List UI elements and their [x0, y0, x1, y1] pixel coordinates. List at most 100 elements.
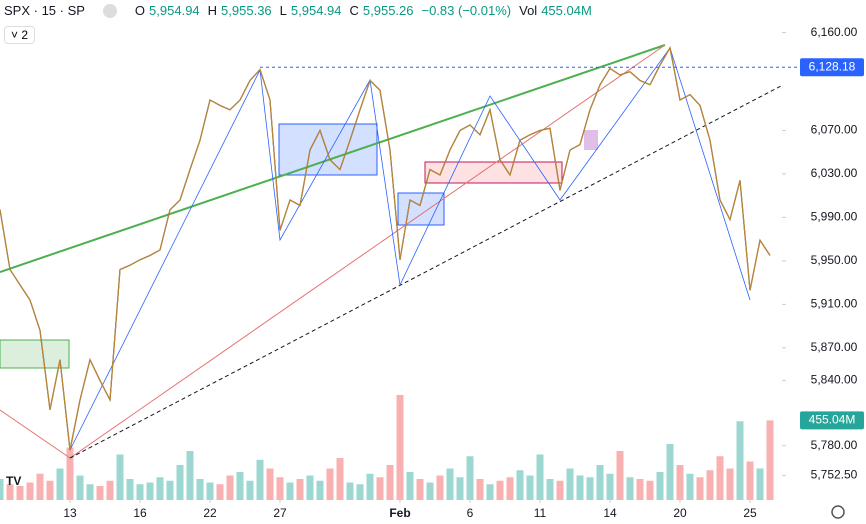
- volume-bar: [16, 486, 24, 500]
- volume-bar: [436, 475, 444, 500]
- change: −0.83 (−0.01%): [421, 3, 512, 18]
- volume-bar: [486, 484, 494, 500]
- volume-bar: [586, 477, 594, 500]
- volume-bar: [576, 475, 584, 500]
- x-tick-label: 22: [203, 506, 217, 520]
- volume-bar: [656, 472, 664, 500]
- vol-value: 455.04M: [541, 3, 592, 18]
- box: [424, 161, 563, 184]
- y-tick-label: 5,780.00: [811, 438, 858, 452]
- settings-icon[interactable]: [831, 505, 845, 519]
- volume-bar: [326, 468, 334, 500]
- volume-bar: [696, 477, 704, 500]
- price-layer: [0, 46, 771, 451]
- volume-bar: [626, 477, 634, 500]
- volume-bar: [496, 480, 504, 500]
- volume-bar: [596, 465, 604, 500]
- volume-bar: [566, 468, 574, 500]
- volume-bar: [276, 477, 284, 500]
- volume-bar: [46, 480, 54, 500]
- y-tick-label: 5,870.00: [811, 340, 858, 354]
- volume-bar: [136, 484, 144, 500]
- toggle[interactable]: [102, 3, 117, 18]
- volume-bar: [356, 484, 364, 500]
- volume-bar: [6, 484, 14, 500]
- volume-bar: [156, 477, 164, 500]
- ohlc-value: 5,955.26: [362, 3, 414, 18]
- volume-bar: [506, 477, 514, 500]
- ohlc-value: 5,954.94: [290, 3, 342, 18]
- volume-bar: [616, 451, 624, 500]
- x-tick-label: 13: [63, 506, 77, 520]
- volume-bar: [286, 482, 294, 500]
- legend-header: SPX · 15 · SP O 5,954.94 H 5,955.36 L 5,954…: [4, 3, 596, 18]
- y-tick-label: 6,160.00: [811, 25, 858, 39]
- volume-bar: [296, 479, 304, 500]
- volume-bar: [666, 444, 674, 500]
- volume-bar: [456, 477, 464, 500]
- volume-bar: [66, 447, 74, 500]
- volume-bar: [636, 479, 644, 500]
- ohlc-key: C: [349, 3, 359, 18]
- vol-key: Vol: [519, 3, 538, 18]
- volume-label: 455.04M: [809, 413, 856, 427]
- volume-bar: [396, 395, 404, 500]
- volume-bar: [26, 482, 34, 500]
- zigzag: [0, 46, 771, 451]
- y-tick-label: 5,950.00: [811, 253, 858, 267]
- box: [0, 339, 70, 369]
- indicator-toggle[interactable]: ˅ 2: [4, 26, 36, 44]
- volume-bar: [376, 477, 384, 500]
- volume-bar: [466, 456, 474, 500]
- ohlc-key: O: [134, 3, 146, 18]
- box: [278, 123, 378, 176]
- y-tick-label: 5,990.00: [811, 210, 858, 224]
- volume-bar: [646, 480, 654, 500]
- volume-bar: [76, 475, 84, 500]
- right-axis: [782, 0, 866, 524]
- indicator-count: 2: [21, 28, 29, 42]
- drawings: [0, 44, 801, 459]
- y-tick-label: 5,910.00: [811, 297, 858, 311]
- volume-bar: [766, 420, 774, 500]
- volume-bar: [336, 458, 344, 500]
- ohlc-value: 5,955.36: [221, 3, 272, 18]
- y-tick-label: 6,070.00: [811, 123, 858, 137]
- volume-bar: [556, 480, 564, 500]
- x-tick-label: 27: [273, 506, 287, 520]
- volume-bar: [756, 468, 764, 500]
- ohlc-key: L: [279, 3, 287, 18]
- trend-line: [0, 44, 666, 273]
- volume-bar: [116, 454, 124, 500]
- price-label-bg: [800, 58, 864, 77]
- y-tick-label: 5,840.00: [811, 373, 858, 387]
- x-tick-label: Feb: [389, 506, 410, 520]
- volume-bar: [216, 484, 224, 500]
- x-tick-label: 20: [673, 506, 687, 520]
- x-tick-label: 11: [534, 506, 547, 520]
- y-tick-label: 6,030.00: [811, 166, 858, 180]
- volume-bar: [426, 482, 434, 500]
- volume-bar: [126, 479, 134, 500]
- logo: TV: [6, 474, 21, 488]
- ohlc-key: H: [207, 3, 218, 18]
- volume-bar: [546, 479, 554, 500]
- volume-bar: [206, 482, 214, 500]
- symbol: SPX · 15 · SP: [4, 3, 85, 18]
- volume-bar: [416, 479, 424, 500]
- volume-bar: [266, 468, 274, 500]
- volume-bar: [226, 475, 234, 500]
- volume-bar: [86, 484, 94, 500]
- x-tick-label: 6: [467, 506, 474, 520]
- volume-bar: [96, 486, 104, 500]
- volume-bar: [256, 459, 264, 500]
- x-tick-label: 14: [603, 506, 617, 520]
- volume-bar: [316, 480, 324, 500]
- volume-bar: [716, 456, 724, 500]
- volume-bar: [536, 454, 544, 500]
- trend-line: [0, 409, 71, 459]
- volume-layer: [0, 395, 774, 500]
- volume-bar: [176, 465, 184, 500]
